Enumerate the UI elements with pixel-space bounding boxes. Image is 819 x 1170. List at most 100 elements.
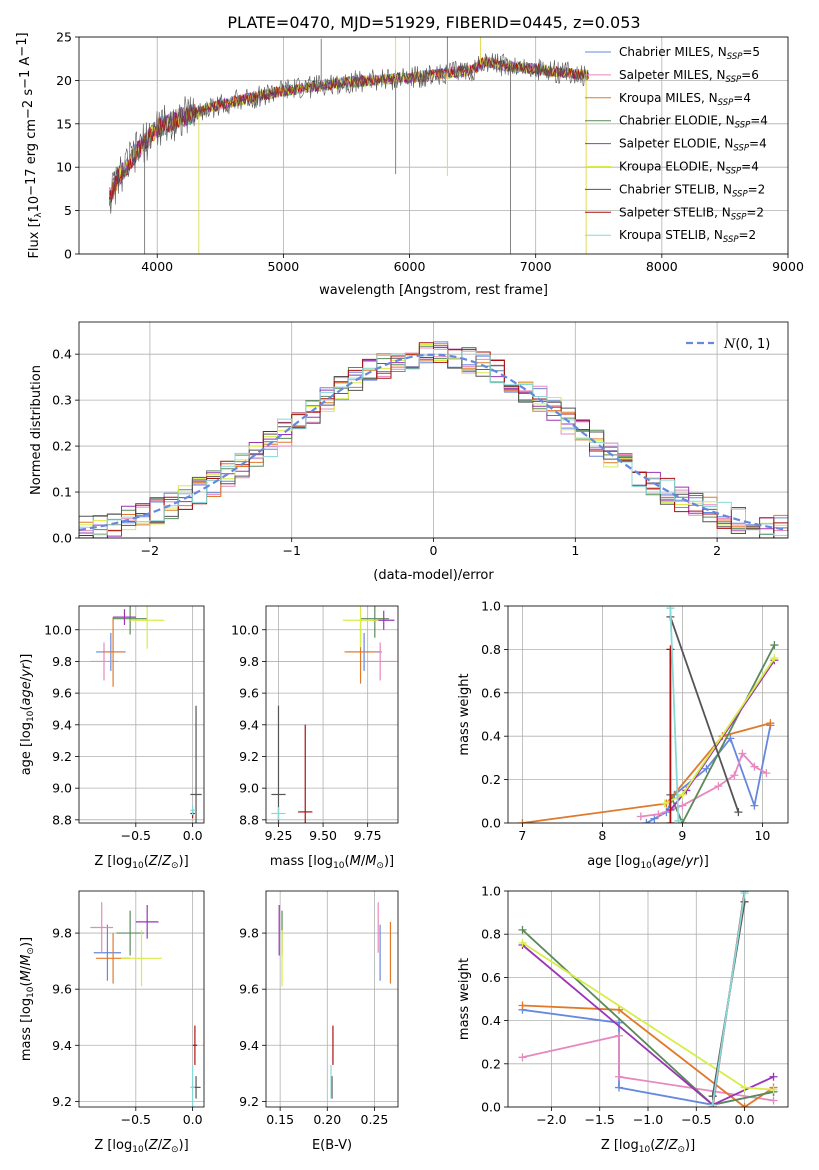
y-tick-label: 9.8 — [52, 654, 72, 669]
spectrum-frame — [78, 36, 789, 255]
x-tick-label: 8000 — [646, 259, 678, 274]
x-tick-label: 0.0 — [183, 1112, 203, 1127]
x-tick-label: 6000 — [394, 259, 426, 274]
x-tick-label: −2.0 — [536, 1112, 566, 1127]
y-tick-label: 0.2 — [52, 439, 72, 454]
mass-weight-vs-Z-xlabel: Z [log10(Z/Z⊙)] — [601, 1138, 695, 1155]
y-tick-label: 0.0 — [52, 531, 72, 546]
x-tick-label: 1 — [571, 543, 579, 558]
figure-title: PLATE=0470, MJD=51929, FIBERID=0445, z=0… — [227, 13, 640, 32]
x-tick-label: −2 — [141, 543, 159, 558]
spectrum-legend: Chabrier MILES, NSSP=5 Salpeter MILES, NS… — [585, 45, 768, 245]
mass-weight-vs-Z-ylabel: mass weight — [457, 958, 472, 1040]
x-tick-label: 9.75 — [354, 828, 382, 843]
mass-weight-vs-age-marker — [674, 816, 683, 823]
y-tick-label: 9.6 — [239, 982, 259, 997]
y-tick-label: 9.6 — [52, 686, 72, 701]
mass-weight-vs-Z-marker — [518, 1001, 527, 1010]
mass-weight-vs-age-marker — [678, 790, 687, 799]
y-tick-label: 9.2 — [239, 1094, 259, 1109]
mass-weight-vs-Z-axes: −2.0 −1.5 −1.0 −0.5 0.0 0.0 0.2 0.4 0.6 0.8 1.0 — [481, 884, 788, 1127]
legend-label: Chabrier ELODIE, NSSP=4 — [619, 114, 768, 131]
mass-weight-vs-Z-marker — [518, 938, 527, 947]
mass-weight-vs-age-marker — [642, 819, 651, 823]
mass-vs-Z-axes: −0.5 0.0 9.2 9.4 9.6 9.8 — [52, 891, 204, 1127]
age-vs-Z-axes: −0.5 0.0 8.8 9.0 9.2 9.4 9.6 9.8 10.0 — [44, 606, 204, 843]
mass-weight-vs-Z-marker — [615, 1072, 624, 1081]
x-tick-label: 8 — [598, 828, 606, 843]
x-tick-label: −0.5 — [121, 828, 151, 843]
age-vs-Z-frame — [78, 605, 205, 824]
x-tick-label: 9 — [678, 828, 686, 843]
mass-weight-vs-age-marker — [730, 771, 739, 780]
age-vs-mass-errorbar-1 — [364, 642, 397, 681]
age-vs-Z-ylabel: age [log10(age/yr)] — [19, 654, 36, 776]
y-tick-label: 1.0 — [481, 599, 501, 614]
mass-weight-vs-age-line-8 — [669, 608, 680, 821]
y-tick-label: 0.0 — [481, 1100, 501, 1115]
x-tick-label: 5000 — [267, 259, 299, 274]
mass-weight-vs-age-marker — [770, 641, 779, 650]
mass-weight-vs-age-marker — [666, 645, 675, 654]
mass-weight-vs-age-frame — [507, 605, 789, 824]
mass-weight-vs-age-marker — [750, 762, 759, 771]
x-tick-label: 0.20 — [313, 1112, 341, 1127]
mass-weight-vs-age-line-5 — [664, 657, 776, 805]
x-tick-label: 9.25 — [265, 828, 293, 843]
mass-weight-vs-age-marker — [714, 782, 723, 791]
age-vs-mass-xlabel: mass [log10(M/M⊙)] — [270, 854, 394, 871]
mass-vs-Z-ylabel: mass [log10(M/M⊙)] — [19, 937, 36, 1061]
mass-weight-vs-Z-marker — [518, 925, 527, 934]
y-tick-label: 9.2 — [52, 1094, 72, 1109]
mass-weight-vs-age-marker — [654, 810, 663, 819]
x-tick-label: −0.5 — [681, 1112, 711, 1127]
age-vs-mass-frame — [265, 605, 399, 824]
y-tick-label: 0 — [64, 247, 72, 262]
mass-weight-vs-age-marker — [750, 801, 759, 810]
age-vs-Z-errorbar-5 — [130, 606, 165, 649]
mass-weight-vs-age-marker — [766, 719, 775, 728]
y-tick-label: 9.4 — [239, 1038, 259, 1053]
y-tick-label: 20 — [56, 73, 72, 88]
mass-weight-vs-age-line-1 — [640, 751, 767, 818]
age-vs-Z-errorbar-2 — [102, 617, 124, 687]
x-tick-label: 7 — [518, 828, 526, 843]
legend-label: Kroupa STELIB, NSSP=2 — [619, 228, 756, 245]
y-tick-label: 10.0 — [44, 622, 72, 637]
y-tick-label: 9.8 — [239, 926, 259, 941]
mass-weight-vs-Z-marker — [769, 1072, 778, 1081]
x-tick-label: 0.0 — [735, 1112, 755, 1127]
hist-series-8 — [79, 349, 788, 538]
mass-vs-Z-errorbar-5 — [121, 930, 162, 987]
x-tick-label: 4000 — [141, 259, 173, 274]
mass-weight-vs-age-marker — [770, 654, 779, 663]
y-tick-label: 5 — [64, 203, 72, 218]
spectrum-xlabel: wavelength [Angstrom, rest frame] — [319, 283, 548, 298]
age-vs-Z-errorbar-8 — [190, 805, 195, 816]
y-tick-label: 0.4 — [481, 729, 501, 744]
mass-vs-Z-xlabel: Z [log10(Z/Z⊙)] — [94, 1138, 188, 1155]
mass-weight-vs-Z-line-8 — [711, 893, 746, 1105]
x-tick-label: 10 — [754, 828, 770, 843]
y-tick-label: 9.4 — [52, 717, 72, 732]
mass-vs-EBV-axes: 0.15 0.20 0.25 9.2 9.4 9.6 9.8 — [239, 891, 398, 1127]
mass-vs-Z-errorbar-7 — [192, 1025, 198, 1065]
y-tick-label: 9.8 — [52, 926, 72, 941]
age-vs-Z-errorbar-4 — [113, 609, 136, 626]
y-tick-label: 9.6 — [239, 686, 259, 701]
mass-weight-vs-age-marker — [636, 812, 645, 821]
mass-vs-Z-errorbar-8 — [190, 1064, 195, 1107]
mass-weight-vs-Z-marker — [615, 1031, 624, 1040]
mass-weight-vs-age-marker — [734, 808, 743, 817]
hist-ylabel: Normed distribution — [29, 365, 44, 495]
mass-vs-EBV-xlabel: E(B-V) — [312, 1138, 352, 1153]
legend-label: Salpeter STELIB, NSSP=2 — [619, 205, 764, 222]
mass-weight-vs-age-marker — [666, 819, 675, 823]
mass-vs-EBV-frame — [265, 890, 399, 1108]
y-tick-label: 0.6 — [481, 685, 501, 700]
y-tick-label: 0.8 — [481, 927, 501, 942]
mass-weight-vs-age-marker — [702, 764, 711, 773]
y-tick-label: 0.1 — [52, 485, 72, 500]
x-tick-label: 9000 — [772, 259, 804, 274]
age-vs-Z-xlabel: Z [log10(Z/Z⊙)] — [94, 854, 188, 871]
